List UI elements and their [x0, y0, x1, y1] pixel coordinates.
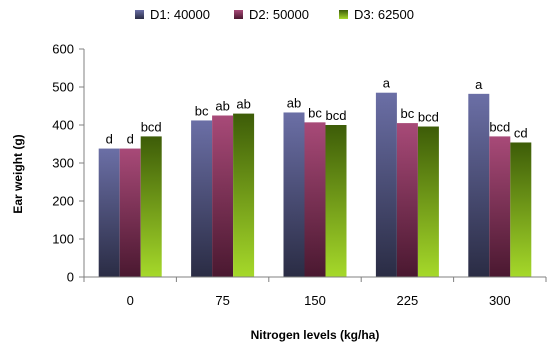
legend-label: D3: 62500	[354, 7, 414, 22]
bar	[510, 142, 532, 277]
data-label: bcd	[489, 119, 510, 134]
bar	[191, 120, 213, 277]
data-label: d	[127, 132, 134, 147]
y-tick-label: 600	[52, 42, 74, 57]
bar	[233, 113, 255, 277]
y-tick-label: 400	[52, 118, 74, 133]
bar	[140, 136, 162, 277]
data-label: bcd	[141, 119, 162, 134]
y-tick-label: 500	[52, 80, 74, 95]
x-tick-label: 300	[489, 293, 511, 308]
legend-swatch	[135, 10, 144, 19]
y-tick-label: 200	[52, 194, 74, 209]
legend-label: D1: 40000	[150, 7, 210, 22]
x-axis: 0 75 150 225 300	[83, 276, 547, 308]
y-tick-label: 100	[52, 232, 74, 247]
data-label: a	[383, 76, 391, 91]
y-axis: 0 100 200 300 400 500 600	[52, 42, 85, 285]
data-label: cd	[514, 125, 528, 140]
legend-label: D2: 50000	[249, 7, 309, 22]
x-axis-label: Nitrogen levels (kg/ha)	[251, 328, 380, 342]
bar	[325, 125, 347, 277]
data-label: ab	[236, 97, 250, 112]
data-label: bc	[195, 103, 209, 118]
bar	[119, 148, 141, 277]
bar	[468, 93, 490, 277]
bar	[304, 122, 326, 277]
bar	[417, 126, 439, 278]
legend: D1: 40000 D2: 50000 D3: 62500	[135, 7, 414, 22]
data-label: bcd	[326, 108, 347, 123]
data-label: ab	[215, 99, 229, 114]
bar	[489, 136, 511, 277]
y-tick-label: 0	[67, 270, 74, 285]
legend-swatch	[234, 10, 243, 19]
y-axis-label: Ear weight (g)	[11, 134, 25, 213]
data-label: bc	[401, 106, 415, 121]
x-tick-label: 225	[397, 293, 419, 308]
bar	[396, 123, 418, 277]
data-label: ab	[287, 95, 301, 110]
legend-swatch	[339, 10, 348, 19]
bar	[98, 148, 120, 277]
data-label: a	[475, 77, 483, 92]
x-tick-label: 75	[215, 293, 229, 308]
data-label: bcd	[418, 110, 439, 125]
bar	[375, 92, 397, 277]
x-tick-label: 0	[127, 293, 134, 308]
data-label: bc	[308, 105, 322, 120]
bar	[283, 112, 305, 278]
data-label: d	[106, 132, 113, 147]
y-tick-label: 300	[52, 156, 74, 171]
x-tick-label: 150	[304, 293, 326, 308]
bar	[212, 115, 234, 277]
